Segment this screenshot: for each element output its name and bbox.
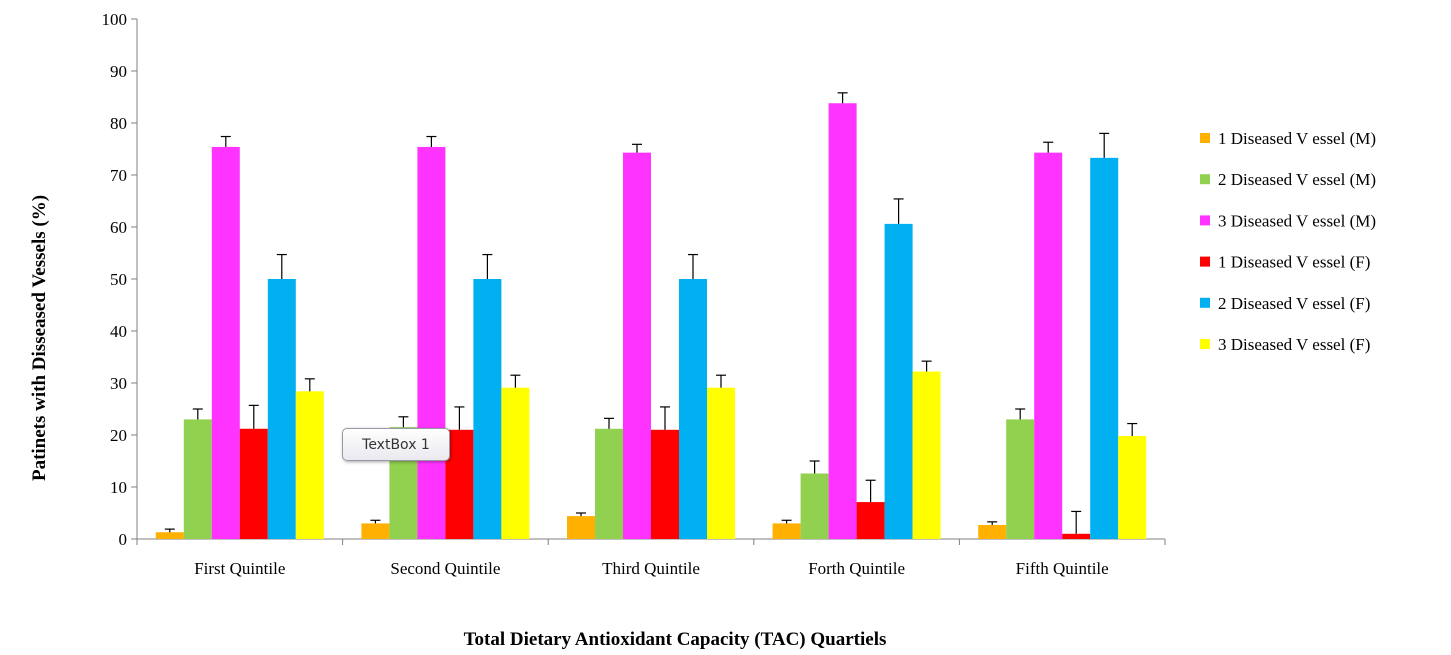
- legend-label: 2 Diseased V essel (F): [1218, 294, 1370, 313]
- bar: [295, 391, 324, 539]
- y-tick-label: 60: [110, 218, 127, 237]
- bar: [595, 428, 623, 539]
- bar: [912, 371, 941, 539]
- bar: [978, 524, 1007, 539]
- x-tick-label: Fifth Quintile: [1016, 559, 1109, 578]
- bar: [772, 523, 801, 539]
- legend-swatch: [1200, 133, 1210, 143]
- bar: [1118, 436, 1147, 539]
- x-axis: First Quintile Second Quintile Third Quint…: [136, 538, 1166, 578]
- bar: [417, 146, 446, 540]
- legend-swatch: [1200, 174, 1210, 185]
- y-tick-label: 30: [110, 374, 127, 393]
- bars: [155, 92, 1147, 540]
- bar: [1062, 533, 1091, 539]
- bar: [623, 152, 651, 539]
- bar: [473, 279, 502, 539]
- bar: [361, 523, 390, 539]
- y-axis-title: Patinets with Disseased Vessels (%): [29, 195, 50, 481]
- x-tick-label: Second Quintile: [390, 559, 500, 578]
- legend-label: 1 Diseased V essel (M): [1218, 129, 1376, 148]
- y-tick-label: 100: [102, 10, 128, 29]
- bar: [1090, 157, 1119, 539]
- bar: [211, 146, 240, 540]
- bar: [183, 419, 212, 539]
- x-tick-label: Third Quintile: [602, 559, 700, 578]
- y-tick-label: 0: [119, 530, 128, 549]
- legend-label: 3 Diseased V essel (M): [1218, 211, 1376, 230]
- x-axis-title: Total Dietary Antioxidant Capacity (TAC)…: [464, 629, 887, 650]
- x-tick-label: Forth Quintile: [808, 559, 905, 578]
- bar: [267, 279, 296, 539]
- bar: [651, 429, 679, 539]
- legend: 1 Diseased V essel (M) 2 Diseased V essel…: [1200, 129, 1376, 354]
- y-axis: 0 10 20 30 40 50 60 70 80 90 100: [102, 10, 138, 549]
- y-tick-label: 20: [110, 426, 127, 445]
- bar: [884, 223, 913, 539]
- y-tick-label: 90: [110, 62, 127, 81]
- bar: [679, 279, 707, 539]
- bar: [501, 387, 530, 539]
- legend-swatch: [1200, 256, 1210, 267]
- bar: [239, 428, 268, 539]
- bar: [1006, 419, 1035, 539]
- x-tick-label: First Quintile: [194, 559, 285, 578]
- legend-label: 3 Diseased V essel (F): [1218, 335, 1370, 354]
- y-tick-label: 70: [110, 166, 127, 185]
- bar: [567, 516, 595, 539]
- legend-swatch: [1200, 339, 1210, 349]
- legend-label: 1 Diseased V essel (F): [1218, 253, 1370, 272]
- bar: [800, 473, 829, 539]
- bar: [707, 387, 735, 539]
- y-tick-label: 10: [110, 478, 127, 497]
- y-tick-label: 40: [110, 322, 127, 341]
- bar: [155, 532, 184, 539]
- bar: [1034, 152, 1063, 539]
- textbox-overlay[interactable]: TextBox 1: [342, 428, 450, 461]
- legend-label: 2 Diseased V essel (M): [1218, 170, 1376, 189]
- bar: [828, 103, 857, 540]
- bar: [856, 502, 885, 539]
- legend-swatch: [1200, 215, 1210, 226]
- y-tick-label: 80: [110, 114, 127, 133]
- y-tick-label: 50: [110, 270, 127, 289]
- legend-swatch: [1200, 297, 1210, 308]
- bar: [445, 429, 474, 539]
